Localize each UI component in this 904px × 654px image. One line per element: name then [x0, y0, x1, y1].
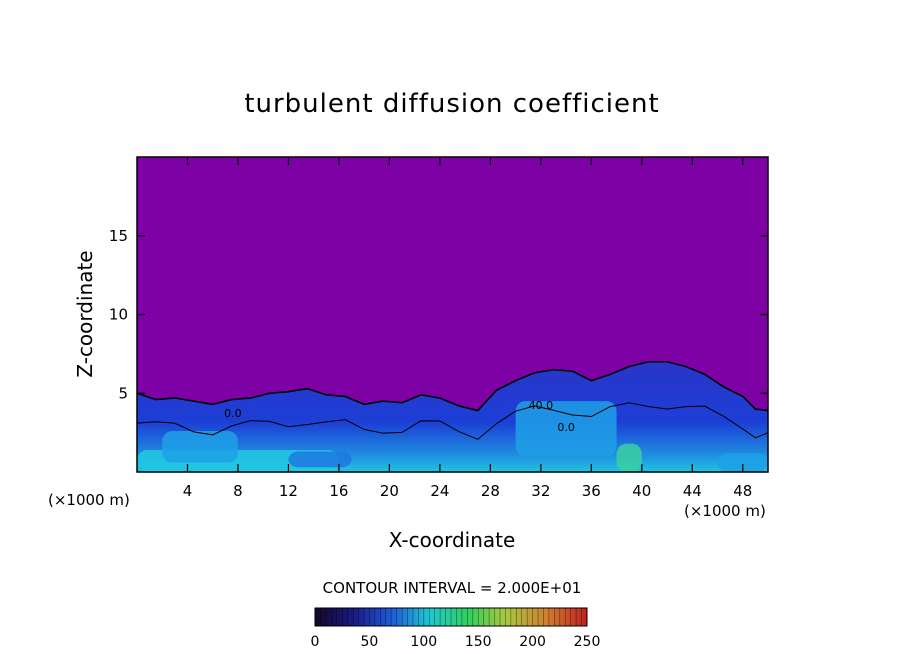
x-axis: 4 8 12 16 20 24 28 32 36 40 44 48 — [183, 157, 752, 500]
x-tick-label: 8 — [233, 482, 243, 500]
y-tick-label: 10 — [109, 306, 128, 324]
boundary-layer-contour — [137, 360, 768, 412]
y-tick-label: 5 — [118, 384, 128, 402]
mixing-region — [515, 401, 617, 457]
contour-label: 40.0 — [529, 399, 554, 412]
contour-interval-label: CONTOUR INTERVAL = 2.000E+01 — [323, 579, 582, 597]
contour-label: 0.0 — [224, 407, 242, 420]
x-tick-label: 28 — [481, 482, 500, 500]
inner-contour — [137, 402, 768, 440]
x-unit-label-left: (×1000 m) — [48, 491, 130, 509]
x-tick-label: 12 — [279, 482, 298, 500]
plot-area: 0.040.00.0 — [137, 157, 768, 472]
colorbar-tick-label: 150 — [465, 634, 492, 650]
x-tick-label: 20 — [380, 482, 399, 500]
x-tick-label: 16 — [329, 482, 348, 500]
x-axis-label: X-coordinate — [389, 528, 516, 552]
x-tick-label: 48 — [733, 482, 752, 500]
colorbar: 0 50 100 150 200 250 — [311, 607, 601, 650]
chart-title: turbulent diffusion coefficient — [244, 89, 659, 119]
y-axis-label: Z-coordinate — [73, 250, 97, 377]
colorbar-tick-label: 50 — [360, 634, 378, 650]
x-tick-label: 4 — [183, 482, 193, 500]
mixing-region — [162, 431, 238, 463]
colorbar-tick-label: 250 — [574, 634, 601, 650]
y-axis: 5 10 15 — [109, 227, 768, 402]
colorbar-tick-label: 0 — [311, 634, 320, 650]
x-unit-label-right: (×1000 m) — [684, 502, 766, 520]
x-tick-label: 36 — [582, 482, 601, 500]
colorbar-tick-label: 200 — [519, 634, 546, 650]
x-tick-label: 32 — [531, 482, 550, 500]
x-tick-label: 24 — [430, 482, 449, 500]
mixing-region — [616, 443, 642, 472]
x-tick-label: 40 — [632, 482, 651, 500]
x-tick-label: 44 — [683, 482, 702, 500]
y-tick-label: 15 — [109, 227, 128, 245]
mixing-region — [288, 451, 352, 468]
colorbar-frame — [314, 607, 588, 627]
contour-label: 0.0 — [557, 421, 575, 434]
mixing-region — [717, 453, 768, 472]
colorbar-tick-label: 100 — [410, 634, 437, 650]
